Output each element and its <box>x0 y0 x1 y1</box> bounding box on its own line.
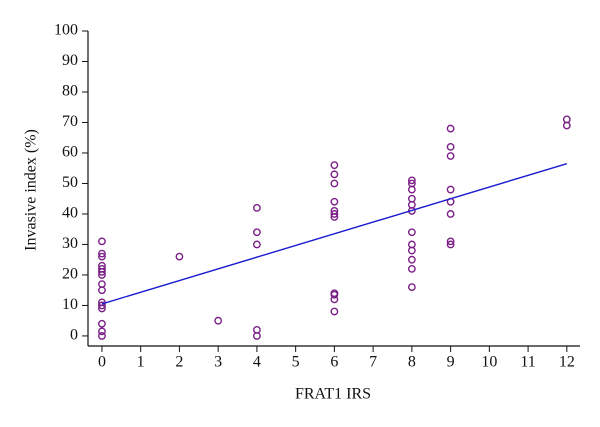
point <box>330 295 339 304</box>
point <box>407 176 416 185</box>
x-tick-label: 1 <box>137 354 145 371</box>
x-tick-label: 8 <box>408 354 416 371</box>
point <box>330 307 339 316</box>
x-tick-label: 5 <box>292 354 300 371</box>
point <box>98 327 106 336</box>
point <box>330 290 339 299</box>
point <box>562 121 571 130</box>
y-tick-label: 30 <box>62 235 78 252</box>
point <box>330 179 339 188</box>
point <box>253 332 261 340</box>
point <box>330 161 339 170</box>
point <box>446 237 455 246</box>
point <box>330 197 339 206</box>
x-tick-label: 0 <box>98 354 106 371</box>
x-tick-label: 4 <box>253 354 261 371</box>
x-tick-label: 11 <box>520 354 535 371</box>
x-axis-label: FRAT1 IRS <box>295 386 371 403</box>
point <box>253 203 261 212</box>
point <box>446 124 455 133</box>
point <box>407 246 416 255</box>
point <box>407 255 416 264</box>
y-tick-label: 10 <box>62 296 78 313</box>
point <box>98 252 106 261</box>
point <box>446 152 455 160</box>
point <box>446 185 455 194</box>
point <box>446 142 455 151</box>
y-tick-label: 20 <box>62 266 78 283</box>
x-tick-label: 12 <box>559 354 575 371</box>
point <box>253 240 261 249</box>
point <box>407 228 416 237</box>
point <box>330 170 339 179</box>
x-tick-label: 7 <box>369 354 377 371</box>
point <box>175 252 184 261</box>
point <box>446 210 455 218</box>
point <box>98 249 106 258</box>
point <box>407 283 416 292</box>
y-tick-label: 80 <box>62 83 78 100</box>
y-tick-label: 90 <box>62 52 78 69</box>
y-axis-label: Invasive index (%) <box>23 129 40 251</box>
point <box>407 185 416 194</box>
point <box>330 210 339 218</box>
trend-line <box>101 162 568 305</box>
point <box>98 237 106 246</box>
y-tick-label: 40 <box>62 205 78 222</box>
x-tick-label: 6 <box>330 354 338 371</box>
x-tick-label: 9 <box>447 354 455 371</box>
point <box>98 301 106 310</box>
point <box>407 264 416 273</box>
point <box>98 332 106 340</box>
point <box>98 268 106 276</box>
point <box>98 271 106 279</box>
point <box>446 240 455 249</box>
point <box>253 228 261 237</box>
point <box>330 213 339 221</box>
x-tick-label: 2 <box>175 354 183 371</box>
x-tick-label: 3 <box>214 354 222 371</box>
y-tick-label: 50 <box>62 174 78 191</box>
point <box>98 286 106 295</box>
point <box>98 319 106 328</box>
point <box>98 304 106 313</box>
y-tick-label: 70 <box>62 113 78 130</box>
y-tick-label: 100 <box>54 22 78 39</box>
point <box>214 316 223 325</box>
x-tick-label: 10 <box>481 354 497 371</box>
y-tick-label: 60 <box>62 144 78 161</box>
y-tick-label: 0 <box>70 327 78 344</box>
